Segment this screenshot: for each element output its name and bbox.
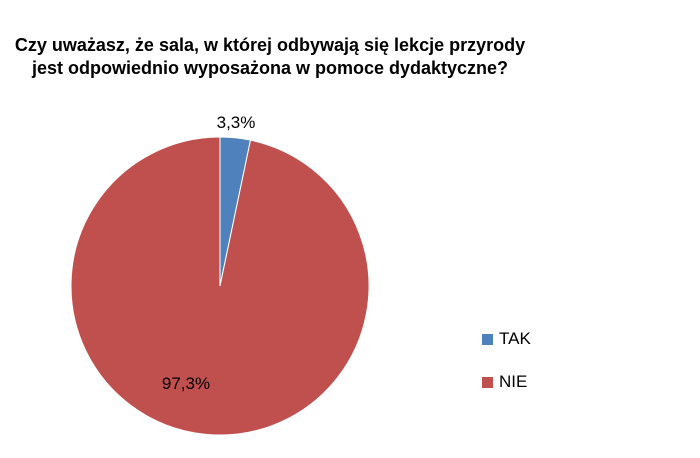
legend: TAK NIE [482, 327, 531, 413]
legend-item-nie: NIE [482, 370, 531, 394]
legend-label-tak: TAK [499, 329, 531, 348]
chart-title-line-2: jest odpowiednio wyposażona w pomoce dyd… [31, 58, 509, 78]
chart-title-line-1: Czy uważasz, że sala, w której odbywają … [14, 35, 526, 55]
chart-title: Czy uważasz, że sala, w której odbywają … [0, 34, 540, 80]
legend-swatch-tak [482, 333, 493, 345]
pie-slice-nie [70, 136, 370, 436]
legend-swatch-nie [482, 376, 493, 388]
legend-label-nie: NIE [499, 372, 528, 391]
data-label-nie: 97,3% [162, 374, 210, 393]
legend-item-tak: TAK [482, 327, 531, 351]
data-label-tak: 3,3% [217, 113, 256, 132]
